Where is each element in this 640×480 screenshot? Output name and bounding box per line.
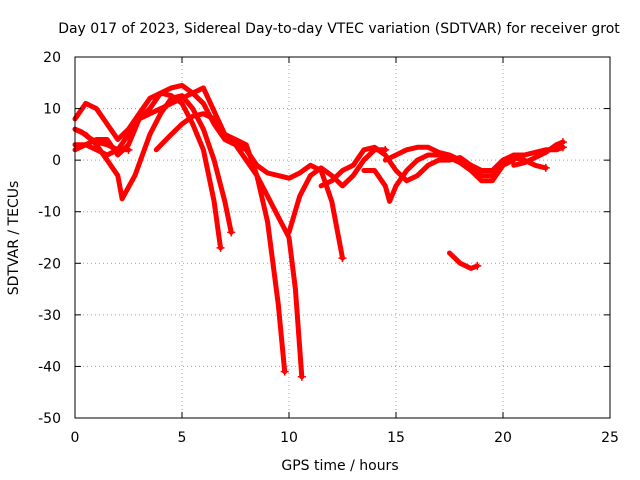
series-trace-sat-f [286,147,388,235]
y-tick-label: -20 [38,256,61,272]
x-tick-label: 25 [601,430,619,446]
series-end-marker [541,163,550,172]
y-tick-label: -30 [38,308,61,324]
series-trace-sat-a [72,90,223,251]
series-trace-sat-l [72,126,131,153]
y-tick-label: -40 [38,359,61,375]
y-axis-label: SDTVAR / TECUs [6,181,22,296]
series-end-marker [216,243,225,252]
series-end-marker [558,138,567,147]
chart-title: Day 017 of 2023, Sidereal Day-to-day VTE… [58,21,620,37]
series-end-marker [473,261,482,270]
x-tick-label: 5 [178,430,187,446]
series-trace-sat-h [361,152,517,204]
y-tick-label: 10 [43,102,61,118]
series-trace-sat-j [511,139,566,168]
x-tick-label: 20 [494,430,512,446]
x-tick-label: 0 [71,430,80,446]
y-tick-label: 0 [52,153,61,169]
series-trace-sat-i [382,144,566,173]
series-trace-sat-k [447,250,480,271]
grid [75,57,610,418]
series-end-marker [227,228,236,237]
series-trace-sat-e [153,111,345,261]
series-end-marker [124,145,133,154]
x-axis-label: GPS time / hours [281,458,398,474]
series-end-marker [338,254,347,263]
series-layer [72,82,567,381]
series-trace-sat-d [72,82,305,380]
x-tick-label: 15 [387,430,405,446]
y-tick-label: -10 [38,205,61,221]
plot-frame [74,56,611,419]
series-end-marker [297,372,306,381]
y-tick-label: 20 [43,50,61,66]
axis-ticks: 0 5 10 15 20 25 -50 -40 -30 -20 -10 0 10 20 [38,50,619,446]
series-end-marker [280,367,289,376]
y-tick-label: -50 [38,411,61,427]
x-tick-label: 10 [280,430,298,446]
series-trace-sat-c [72,85,288,375]
